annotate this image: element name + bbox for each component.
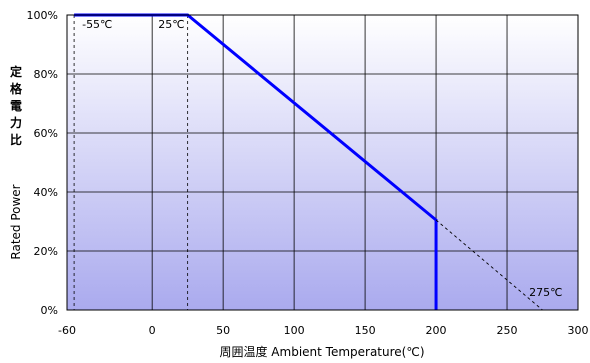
annotations: -55℃ 25℃ 275℃ [82, 18, 562, 299]
y-axis-label-char: 力 [10, 115, 22, 130]
annotation-label: 25℃ [158, 18, 184, 31]
y-tick-labels: 0% 20% 40% 60% 80% 100% [27, 9, 58, 317]
grid-lines [67, 15, 578, 310]
plot-area [67, 15, 578, 310]
reference-lines [73, 15, 189, 310]
x-tick-label: 200 [426, 324, 447, 337]
y-axis-label-char: 比 [10, 132, 22, 147]
y-tick-label: 40% [34, 186, 58, 199]
y-tick-label: 0% [41, 304, 58, 317]
x-tick-labels: -60 0 50 100 150 200 250 300 [58, 324, 588, 337]
x-tick-label: 50 [216, 324, 230, 337]
y-axis-label-char: 格 [10, 81, 23, 96]
y-axis-label-char: 定 [10, 64, 22, 79]
x-tick-label: 100 [284, 324, 305, 337]
y-tick-label: 20% [34, 245, 58, 258]
x-tick-label: 0 [149, 324, 156, 337]
y-tick-label: 80% [34, 68, 58, 81]
x-tick-label: -60 [58, 324, 76, 337]
x-tick-label: 250 [497, 324, 518, 337]
extrapolation-line [435, 219, 543, 311]
annotation-label: -55℃ [82, 18, 112, 31]
y-axis-label-char: 電 [10, 99, 22, 113]
y-axis-label-english: Rated Power [9, 184, 23, 259]
y-tick-label: 60% [34, 127, 58, 140]
plot-frame [66, 14, 579, 311]
x-tick-label: 300 [568, 324, 589, 337]
annotation-label: 275℃ [529, 286, 562, 299]
y-tick-label: 100% [27, 9, 58, 22]
x-tick-label: 150 [355, 324, 376, 337]
x-axis-label: 周囲温度 Ambient Temperature(℃) [219, 344, 424, 359]
